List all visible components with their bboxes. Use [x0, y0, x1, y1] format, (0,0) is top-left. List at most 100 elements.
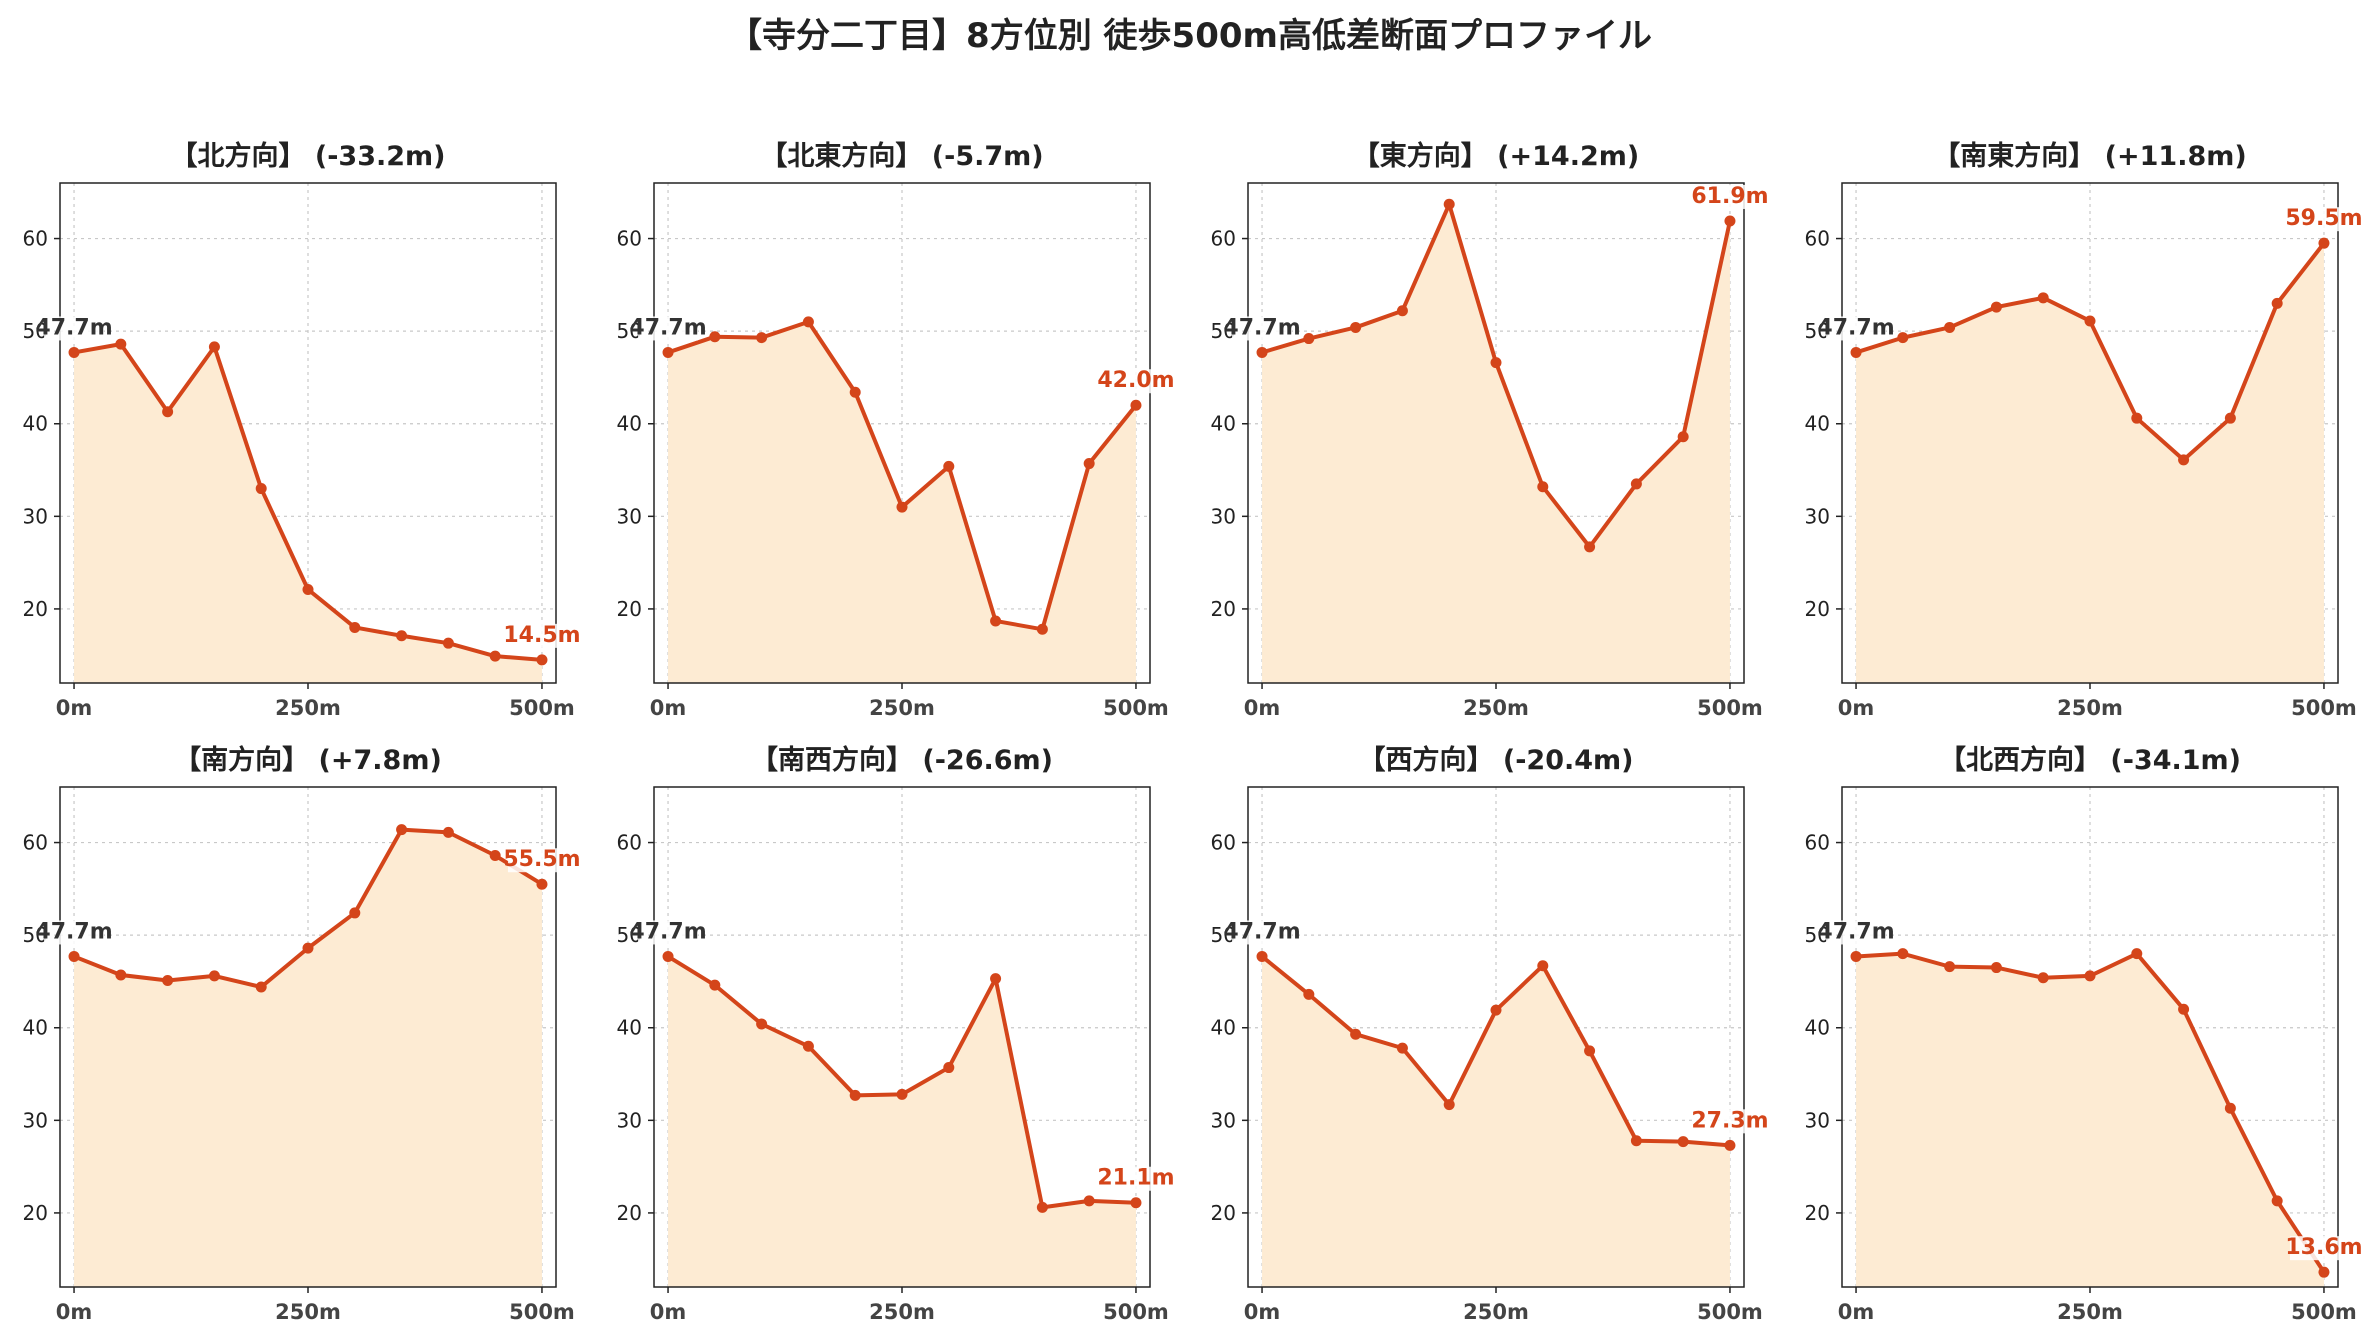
data-point — [1944, 961, 1956, 973]
data-point — [2271, 297, 2283, 309]
figure-title: 【寺分二丁目】8方位別 徒歩500m高低差断面プロファイル — [728, 16, 1652, 56]
data-point — [990, 973, 1002, 985]
x-tick-label: 0m — [56, 1300, 93, 1324]
data-point — [662, 346, 674, 358]
data-point — [1130, 1197, 1142, 1209]
chart-title: 【東方向】 (+14.2m) — [1353, 140, 1639, 172]
data-point — [302, 583, 314, 595]
data-point — [849, 1089, 861, 1101]
data-point — [489, 850, 501, 862]
data-point — [208, 341, 220, 353]
data-point — [162, 975, 174, 987]
data-point — [1897, 332, 1909, 344]
data-point — [1584, 1045, 1596, 1057]
start-value-label: 47.7m — [1223, 919, 1300, 944]
y-tick-label: 30 — [1805, 504, 1830, 528]
x-tick-label: 500m — [509, 696, 575, 720]
data-point — [1850, 950, 1862, 962]
data-point — [756, 1018, 768, 1030]
data-point — [349, 621, 361, 633]
end-value-label: 55.5m — [503, 847, 580, 872]
data-point — [849, 386, 861, 398]
end-label-bg — [1695, 1109, 1764, 1134]
y-tick-label: 30 — [617, 504, 642, 528]
end-value-label: 27.3m — [1691, 1108, 1768, 1133]
data-point — [1443, 1099, 1455, 1111]
start-label-bg — [1232, 316, 1293, 341]
elevation-area — [1856, 953, 2324, 1287]
x-tick-label: 0m — [1838, 1300, 1875, 1324]
data-point — [662, 950, 674, 962]
data-point — [709, 331, 721, 343]
start-value-label: 47.7m — [1223, 315, 1300, 340]
data-point — [1537, 481, 1549, 493]
data-point — [1303, 988, 1315, 1000]
x-tick-label: 500m — [509, 1300, 575, 1324]
chart-title: 【南西方向】 (-26.6m) — [751, 744, 1053, 776]
data-point — [1490, 1004, 1502, 1016]
data-point — [1724, 215, 1736, 227]
x-tick-label: 250m — [2057, 696, 2123, 720]
end-value-label: 14.5m — [503, 623, 580, 648]
chart-title: 【南東方向】 (+11.8m) — [1933, 140, 2246, 172]
data-point — [1083, 1195, 1095, 1207]
y-tick-label: 50 — [1211, 319, 1236, 343]
x-tick-label: 250m — [869, 1300, 935, 1324]
data-point — [2131, 412, 2143, 424]
x-tick-label: 500m — [2291, 1300, 2357, 1324]
elevation-area — [74, 829, 542, 1287]
x-tick-label: 0m — [650, 696, 687, 720]
data-point — [2178, 1003, 2190, 1015]
x-tick-label: 0m — [650, 1300, 687, 1324]
chart-panel: 【北西方向】 (-34.1m) 20 30 40 50 60 0m 250m 500m 47.7m… — [1805, 744, 2363, 1324]
y-tick-label: 20 — [1211, 1201, 1236, 1225]
start-value-label: 47.7m — [35, 315, 112, 340]
start-value-label: 47.7m — [1817, 919, 1894, 944]
data-point — [396, 630, 408, 642]
y-tick-label: 20 — [23, 1201, 48, 1225]
y-tick-label: 40 — [1211, 1016, 1236, 1040]
y-tick-label: 40 — [1211, 412, 1236, 436]
data-point — [756, 332, 768, 344]
data-point — [2131, 948, 2143, 960]
data-point — [536, 878, 548, 890]
data-point — [396, 824, 408, 836]
x-tick-label: 500m — [1697, 696, 1763, 720]
start-label-bg — [1232, 920, 1293, 945]
data-point — [115, 969, 127, 981]
y-tick-label: 30 — [617, 1108, 642, 1132]
data-point — [1897, 948, 1909, 960]
start-value-label: 47.7m — [1817, 315, 1894, 340]
y-tick-label: 40 — [617, 412, 642, 436]
x-tick-label: 500m — [1103, 696, 1169, 720]
start-value-label: 47.7m — [629, 315, 706, 340]
data-point — [943, 1062, 955, 1074]
y-tick-label: 30 — [23, 1108, 48, 1132]
data-point — [1036, 623, 1048, 635]
y-tick-label: 60 — [1211, 831, 1236, 855]
data-point — [802, 316, 814, 328]
y-tick-label: 40 — [23, 1016, 48, 1040]
x-tick-label: 250m — [275, 1300, 341, 1324]
y-tick-label: 60 — [1805, 831, 1830, 855]
end-label-bg — [1101, 369, 1170, 394]
x-tick-label: 0m — [56, 696, 93, 720]
end-label-bg — [2289, 207, 2358, 232]
data-point — [1130, 399, 1142, 411]
data-point — [2318, 237, 2330, 249]
y-tick-label: 50 — [1805, 319, 1830, 343]
data-point — [2037, 292, 2049, 304]
data-point — [2084, 315, 2096, 327]
y-tick-label: 20 — [1805, 597, 1830, 621]
elevation-area — [1262, 956, 1730, 1287]
data-point — [1677, 1136, 1689, 1148]
y-tick-label: 60 — [23, 831, 48, 855]
chart-panel: 【南方向】 (+7.8m) 20 30 40 50 60 0m 250m 500m 47.7m 55… — [23, 744, 581, 1324]
data-point — [2224, 412, 2236, 424]
data-point — [2318, 1266, 2330, 1278]
start-value-label: 47.7m — [35, 919, 112, 944]
data-point — [896, 1088, 908, 1100]
data-point — [302, 942, 314, 954]
data-point — [709, 979, 721, 991]
elevation-area — [1856, 243, 2324, 683]
